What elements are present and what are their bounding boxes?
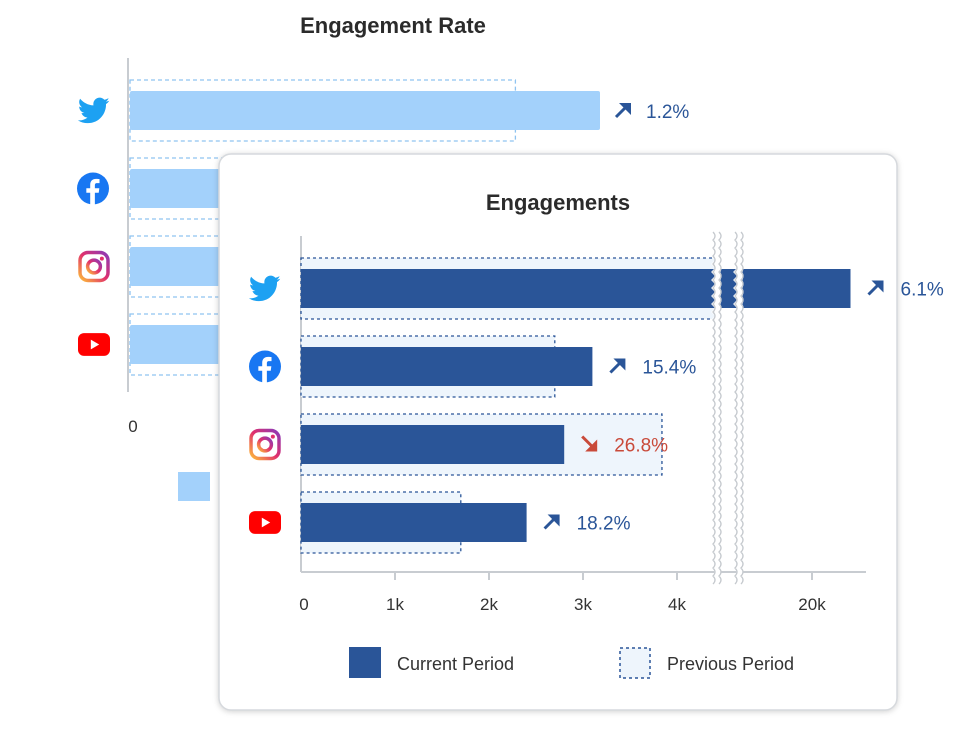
chart-title-engagements: Engagements	[486, 190, 630, 215]
bar-current-youtube	[301, 503, 527, 542]
engagements-card: Engagements 0 1k 2k 3k 4k 20k 6.1% 15.4% 26.8% 18…	[218, 153, 944, 711]
bar-current-instagram	[301, 425, 565, 464]
x-tick-label: 3k	[574, 595, 592, 614]
legend-label-previous: Previous Period	[667, 654, 794, 674]
legend-label-current: Current Period	[397, 654, 514, 674]
x-tick-label: 1k	[386, 595, 404, 614]
bar-current-twitter	[130, 91, 600, 130]
trend-up-icon	[543, 514, 560, 530]
pct-label-twitter: 6.1%	[901, 280, 944, 301]
x-tick-label: 2k	[480, 595, 498, 614]
trend-up-icon	[867, 280, 884, 296]
axis-break	[711, 229, 744, 587]
pct-label-facebook: 15.4%	[642, 358, 696, 379]
twitter-icon	[78, 97, 110, 124]
x-tick-label: 20k	[798, 595, 826, 614]
youtube-icon	[249, 511, 281, 534]
break-line	[740, 231, 744, 585]
legend: Current Period Previous Period	[349, 647, 794, 679]
break-line	[712, 231, 716, 585]
legend-swatch-engagement-rate	[178, 472, 210, 501]
youtube-icon	[78, 333, 110, 356]
x-tick-label: 4k	[668, 595, 686, 614]
pct-label-twitter: 1.2%	[646, 102, 689, 123]
break-line	[734, 231, 738, 585]
facebook-icon	[77, 172, 109, 205]
break-line	[718, 231, 722, 585]
trend-up-icon	[609, 358, 626, 374]
break-mask	[711, 229, 722, 587]
trend-up-icon	[614, 103, 631, 119]
pct-label-instagram: 26.8%	[614, 436, 668, 457]
pct-label-youtube: 18.2%	[577, 514, 631, 535]
bar-current-facebook	[301, 347, 593, 386]
break-mask	[733, 229, 744, 587]
chart-title-engagement-rate: Engagement Rate	[300, 13, 486, 38]
trend-down-icon	[581, 435, 598, 452]
legend-swatch-previous	[619, 647, 651, 679]
x-tick-label: 0	[128, 417, 137, 436]
bar-current-twitter	[301, 269, 851, 308]
legend-swatch-current	[349, 647, 381, 678]
facebook-icon	[249, 350, 281, 383]
x-tick-label: 0	[299, 595, 308, 614]
instagram-icon	[78, 250, 110, 283]
